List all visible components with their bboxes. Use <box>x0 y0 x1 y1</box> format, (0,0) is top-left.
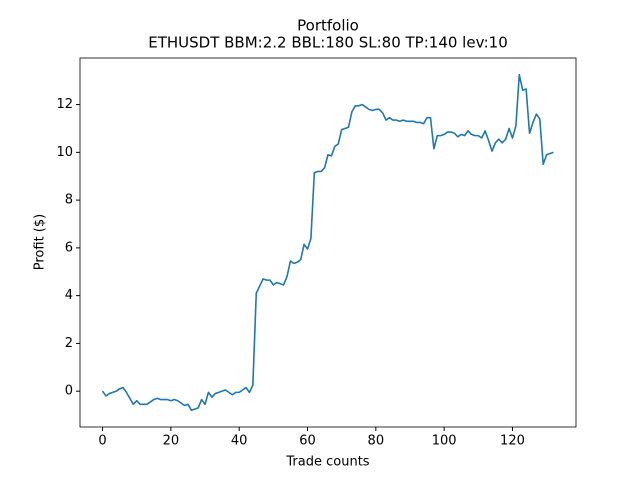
chart-subtitle: ETHUSDT BBM:2.2 BBL:180 SL:80 TP:140 lev… <box>148 34 508 52</box>
y-tick-label: 0 <box>65 384 73 399</box>
x-axis-label: Trade counts <box>285 455 369 470</box>
x-tick-label: 60 <box>299 434 316 449</box>
x-tick-label: 120 <box>500 434 525 449</box>
y-tick-label: 4 <box>65 288 73 303</box>
y-tick-label: 8 <box>65 193 73 208</box>
x-tick-label: 0 <box>98 434 106 449</box>
x-tick-label: 20 <box>163 434 180 449</box>
y-tick-label: 2 <box>65 336 73 351</box>
x-tick-label: 100 <box>432 434 457 449</box>
chart-title: Portfolio <box>297 17 359 35</box>
plot-frame <box>79 57 577 428</box>
line-series <box>101 73 554 412</box>
y-tick-label: 10 <box>56 145 73 160</box>
x-tick-label: 80 <box>368 434 385 449</box>
x-tick-label: 40 <box>231 434 248 449</box>
y-tick-label: 12 <box>56 97 73 112</box>
y-axis-label: Profit ($) <box>33 214 48 270</box>
y-tick-label: 6 <box>65 240 73 255</box>
